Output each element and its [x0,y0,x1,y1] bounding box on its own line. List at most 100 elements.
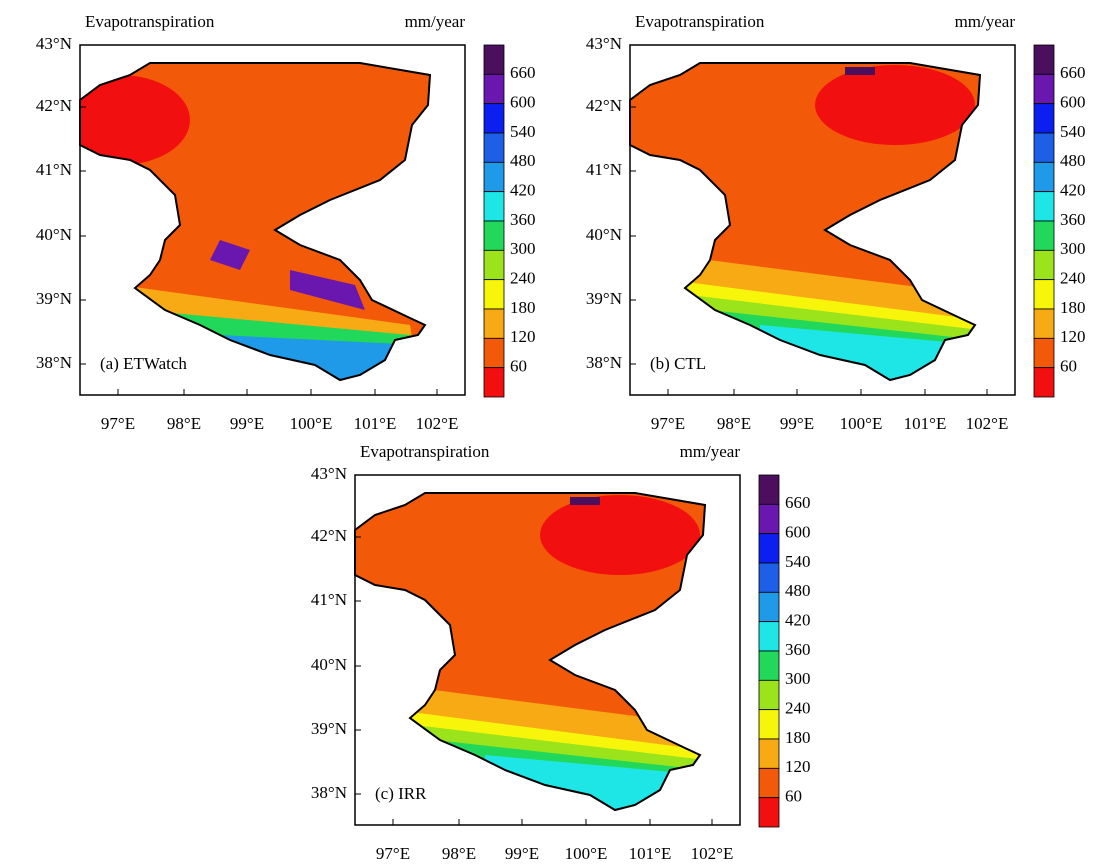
colorbar-swatch [483,44,505,75]
colorbar-swatch [758,709,780,740]
panel-title: Evapotranspiration [360,442,490,461]
colorbar-label: 360 [510,210,536,229]
map [630,63,980,380]
colorbar-label: 60 [785,787,802,806]
colorbar-swatch [1033,103,1055,134]
colorbar-swatch [758,503,780,535]
colorbar-swatch [1033,367,1055,398]
colorbar-swatch [1033,191,1055,222]
lat-label: 39°N [311,719,347,738]
region-outline [354,492,707,812]
colorbar-swatch [483,279,505,310]
lat-label: 42°N [36,96,72,115]
lon-label: 100°E [565,844,608,863]
lon-label: 97°E [376,844,410,863]
lon-label: 98°E [167,414,201,433]
colorbar-swatch [1033,161,1055,193]
colorbar-label: 420 [785,611,811,630]
colorbar-swatch [483,161,505,193]
colorbar-label: 60 [1060,357,1077,376]
lat-label: 38°N [586,353,622,372]
colorbar-swatch [758,738,780,769]
panel-label: (c) IRR [375,784,427,803]
lon-label: 102°E [966,414,1009,433]
region-patch [540,495,700,575]
lon-label: 99°E [780,414,814,433]
lat-label: 40°N [36,225,72,244]
colorbar-label: 240 [510,269,536,288]
colorbar-label: 540 [785,552,811,571]
colorbar-label: 480 [1060,151,1086,170]
region-patch [290,270,365,310]
colorbar-label: 240 [785,699,811,718]
colorbar-swatch [758,474,780,505]
map [80,63,430,380]
colorbar-label: 660 [1060,63,1086,82]
colorbar-label: 480 [510,151,536,170]
colorbar-label: 360 [785,640,811,659]
colorbar-label: 300 [785,669,811,688]
colorbar-label: 420 [1060,181,1086,200]
colorbar-swatch [483,191,505,222]
colorbar-swatch [758,591,780,623]
lon-label: 97°E [651,414,685,433]
colorbar-label: 600 [1060,93,1086,112]
lon-label: 102°E [416,414,459,433]
panel-label: (b) CTL [650,354,706,373]
colorbar-swatch [758,533,780,564]
colorbar-swatch [483,220,505,251]
lat-label: 41°N [586,160,622,179]
region-patch [570,497,600,505]
colorbar-label: 240 [1060,269,1086,288]
colorbar-label: 180 [510,298,536,317]
colorbar-label: 420 [510,181,536,200]
lon-label: 101°E [354,414,397,433]
lat-label: 39°N [586,289,622,308]
panel-label: (a) ETWatch [100,354,187,373]
colorbar-swatch [1033,73,1055,105]
colorbar-swatch [1033,44,1055,75]
colorbar-swatch [1033,132,1055,163]
plot-frame [354,474,741,826]
region-outline [629,62,982,382]
region-patch [210,240,250,270]
colorbar-label: 480 [785,581,811,600]
region-outline [79,62,432,382]
lon-label: 101°E [904,414,947,433]
colorbar-label: 60 [510,357,527,376]
colorbar-label: 540 [1060,122,1086,141]
lat-label: 40°N [311,655,347,674]
plot-frame [629,44,1016,396]
colorbar-swatch [758,679,780,711]
region-patch [815,65,975,145]
colorbar-swatch [1033,337,1055,369]
colorbar-swatch [483,337,505,369]
colorbar-swatch [483,132,505,163]
map [355,493,705,810]
colorbar-swatch [758,621,780,652]
lat-label: 38°N [311,783,347,802]
colorbar-label: 300 [1060,239,1086,258]
lon-label: 100°E [290,414,333,433]
lon-label: 97°E [101,414,135,433]
colorbar-swatch [483,103,505,134]
region-patch [845,67,875,75]
colorbar-swatch [1033,308,1055,339]
panel-title: Evapotranspiration [635,12,765,31]
colorbar-swatch [758,767,780,799]
panel: Evapotranspiration mm/year (a) ETWatch 43°N… [36,12,536,433]
colorbar-label: 120 [510,327,536,346]
lon-label: 102°E [691,844,734,863]
colorbar-label: 660 [785,493,811,512]
colorbar-label: 300 [510,239,536,258]
region-patch [80,75,190,165]
colorbar-label: 360 [1060,210,1086,229]
colorbar-swatch [483,308,505,339]
panel: Evapotranspiration mm/year (b) CTL 43°N 42°N… [586,12,1086,433]
panel-title: Evapotranspiration [85,12,215,31]
lon-label: 99°E [505,844,539,863]
panel: Evapotranspiration mm/year (c) IRR 43°N 42°N… [311,442,811,863]
lon-label: 98°E [717,414,751,433]
lat-label: 43°N [586,34,622,53]
